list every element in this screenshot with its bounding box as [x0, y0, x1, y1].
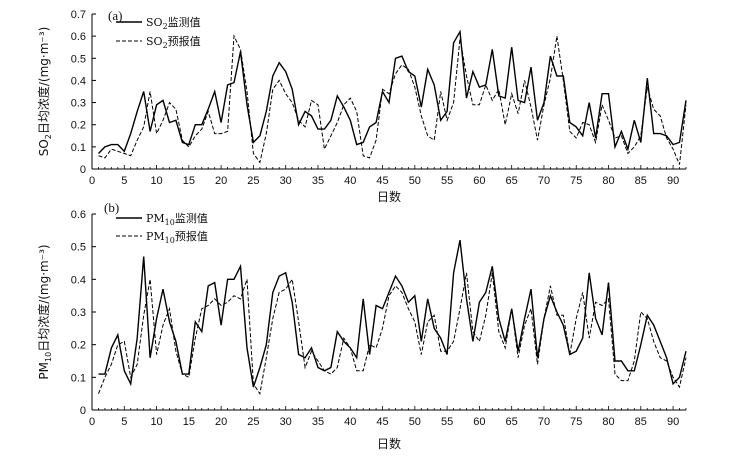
x-tick-label: 10 — [150, 416, 162, 428]
x-tick-label: 55 — [441, 416, 453, 428]
legend-label: SO2监测值 — [146, 16, 201, 31]
x-tick-label: 90 — [667, 416, 679, 428]
series-line-forecast — [98, 272, 687, 396]
x-tick-label: 65 — [506, 175, 518, 187]
y-tick-label: 0.5 — [71, 53, 86, 65]
legend-label: PM10预报值 — [146, 229, 208, 245]
x-tick-label: 30 — [280, 175, 292, 187]
x-tick-label: 70 — [538, 175, 550, 187]
x-tick-label: 25 — [247, 175, 259, 187]
legend-label: SO2预报值 — [146, 34, 201, 50]
y-tick-label: 0.4 — [71, 274, 86, 286]
x-tick-label: 75 — [570, 175, 582, 187]
y-tick-label: 0.2 — [71, 120, 86, 132]
x-tick-label: 45 — [376, 416, 388, 428]
x-axis-title: 日数 — [377, 189, 401, 204]
y-tick-label: 0.3 — [71, 98, 86, 110]
x-tick-label: 50 — [409, 416, 421, 428]
x-tick-label: 15 — [183, 175, 195, 187]
x-tick-label: 90 — [667, 175, 679, 187]
x-tick-label: 85 — [635, 416, 647, 428]
x-tick-label: 60 — [473, 416, 485, 428]
y-axis-title: SO2日均浓度/(mg·m⁻³) — [36, 27, 53, 157]
legend-label: PM10监测值 — [146, 212, 208, 227]
x-tick-label: 15 — [183, 416, 195, 428]
y-tick-label: 0.4 — [71, 75, 86, 87]
x-tick-label: 35 — [312, 175, 324, 187]
y-tick-label: 0.1 — [71, 142, 86, 154]
x-tick-label: 65 — [506, 416, 518, 428]
y-tick-label: 0 — [80, 405, 86, 417]
x-tick-label: 10 — [150, 175, 162, 187]
x-tick-label: 35 — [312, 416, 324, 428]
x-tick-label: 55 — [441, 175, 453, 187]
x-tick-label: 40 — [344, 175, 356, 187]
x-tick-label: 50 — [409, 175, 421, 187]
x-tick-label: 70 — [538, 416, 550, 428]
panel-label: (a) — [108, 8, 122, 23]
x-tick-label: 5 — [121, 416, 127, 428]
y-tick-label: 0.5 — [71, 242, 86, 254]
y-tick-label: 0.7 — [71, 9, 86, 21]
panel-b-pm10-chart: 0 0.1 0.2 0.3 0.4 0.5 0.6 0 5 10 15 20 25 30 35 40 45 50 5… — [36, 200, 687, 451]
x-tick-label: 75 — [570, 416, 582, 428]
x-tick-label: 80 — [602, 416, 614, 428]
y-tick-label: 0.6 — [71, 31, 86, 43]
series-line-forecast — [98, 34, 687, 165]
x-tick-label: 20 — [215, 416, 227, 428]
x-tick-label: 5 — [121, 175, 127, 187]
x-tick-label: 20 — [215, 175, 227, 187]
x-tick-label: 25 — [247, 416, 259, 428]
x-tick-label: 85 — [635, 175, 647, 187]
x-tick-label: 0 — [89, 175, 95, 187]
x-axis-title: 日数 — [377, 436, 401, 451]
x-tick-label: 45 — [376, 175, 388, 187]
series-line-observed — [97, 29, 687, 154]
y-tick-label: 0.3 — [71, 307, 86, 319]
panel-label: (b) — [104, 200, 119, 215]
y-tick-label: 0.2 — [71, 340, 86, 352]
panel-a-so2-chart: 0 0.1 0.2 0.3 0.4 0.5 0.6 0.7 0 5 10 15 20 25 30 35 40 45… — [36, 8, 687, 204]
y-tick-label: 0.6 — [71, 209, 86, 221]
y-tick-label: 0 — [80, 164, 86, 176]
series-line-observed — [98, 239, 687, 388]
x-tick-label: 0 — [89, 416, 95, 428]
y-axis-title: PM10日均浓度/(mg·m⁻³) — [36, 244, 53, 379]
y-tick-label: 0.1 — [71, 372, 86, 384]
x-tick-label: 40 — [344, 416, 356, 428]
x-tick-label: 80 — [602, 175, 614, 187]
x-tick-label: 60 — [473, 175, 485, 187]
x-tick-label: 30 — [280, 416, 292, 428]
